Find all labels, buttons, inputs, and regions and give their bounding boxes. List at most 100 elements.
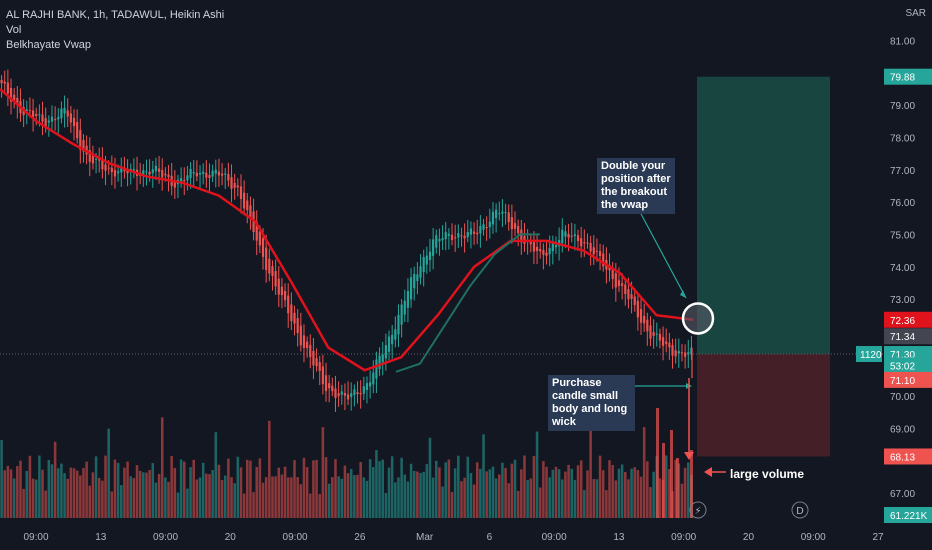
candle-body[interactable] (580, 238, 583, 247)
candle-body[interactable] (435, 235, 438, 248)
candle-body[interactable] (60, 108, 63, 119)
candle-body[interactable] (79, 130, 82, 150)
candle-body[interactable] (287, 295, 290, 314)
candle-body[interactable] (343, 393, 347, 396)
candle-body[interactable] (0, 79, 3, 84)
candle-body[interactable] (432, 239, 435, 256)
candle-body[interactable] (406, 291, 410, 308)
price-badge[interactable] (884, 507, 932, 523)
candle-body[interactable] (548, 248, 551, 255)
candle-body[interactable] (413, 273, 416, 289)
candle-body[interactable] (113, 169, 117, 177)
candle-body[interactable] (208, 175, 211, 178)
candle-body[interactable] (422, 257, 425, 273)
candle-body[interactable] (312, 350, 315, 366)
candle-body[interactable] (498, 213, 501, 215)
candle-body[interactable] (57, 117, 60, 120)
candle-body[interactable] (639, 309, 643, 323)
candle-body[interactable] (31, 110, 35, 118)
candle-body[interactable] (243, 192, 246, 209)
candle-body[interactable] (154, 165, 158, 172)
candle-body[interactable] (265, 247, 268, 270)
candle-body[interactable] (47, 120, 50, 123)
candle-body[interactable] (680, 352, 684, 354)
candle-body[interactable] (54, 119, 57, 121)
candle-body[interactable] (476, 232, 479, 235)
dividend-event-icon[interactable] (791, 501, 809, 519)
candle-body[interactable] (50, 116, 54, 122)
candle-body[interactable] (630, 294, 633, 299)
candle-body[interactable] (617, 280, 621, 287)
candle-body[interactable] (302, 335, 306, 348)
candle-body[interactable] (570, 235, 573, 237)
candle-body[interactable] (655, 333, 658, 335)
candle-body[interactable] (274, 271, 277, 287)
price-badge[interactable] (884, 357, 932, 374)
candle-body[interactable] (337, 393, 340, 397)
candle-body[interactable] (192, 172, 195, 174)
candle-body[interactable] (76, 122, 79, 139)
candle-body[interactable] (397, 314, 400, 335)
candle-body[interactable] (258, 231, 261, 246)
candle-body[interactable] (501, 211, 504, 214)
candle-body[interactable] (236, 185, 239, 188)
candle-body[interactable] (255, 221, 258, 241)
price-badge[interactable] (884, 68, 932, 85)
candle-body[interactable] (167, 174, 170, 178)
candle-body[interactable] (157, 168, 161, 172)
candle-body[interactable] (589, 243, 592, 252)
candle-body[interactable] (535, 246, 539, 252)
candle-body[interactable] (195, 172, 198, 177)
candle-body[interactable] (214, 169, 217, 174)
candle-body[interactable] (69, 113, 72, 123)
candle-body[interactable] (365, 383, 369, 390)
volume-bar-large[interactable] (676, 458, 679, 518)
candle-body[interactable] (554, 245, 558, 248)
candle-body[interactable] (132, 169, 135, 171)
candle-body[interactable] (665, 341, 668, 345)
candle-body[interactable] (227, 173, 230, 181)
candle-body[interactable] (485, 227, 488, 229)
candle-body[interactable] (671, 345, 674, 356)
candle-body[interactable] (394, 329, 397, 340)
candle-body[interactable] (123, 169, 126, 172)
annotation-large-volume[interactable]: large volume (730, 467, 805, 481)
candle-body[interactable] (63, 107, 66, 114)
candle-body[interactable] (513, 223, 517, 229)
candle-body[interactable] (198, 172, 202, 175)
candle-body[interactable] (44, 118, 47, 127)
candle-body[interactable] (120, 166, 123, 173)
candle-body[interactable] (677, 351, 680, 354)
candle-body[interactable] (469, 228, 473, 235)
candle-body[interactable] (41, 114, 44, 122)
candle-body[interactable] (299, 325, 302, 346)
candle-body[interactable] (350, 393, 353, 397)
candle-body[interactable] (6, 82, 9, 94)
candle-body[interactable] (658, 333, 662, 341)
candle-body[interactable] (400, 304, 403, 325)
candle-body[interactable] (88, 150, 91, 162)
candle-body[interactable] (372, 372, 375, 385)
candle-body[interactable] (460, 235, 463, 237)
target-zone[interactable] (697, 76, 830, 355)
candle-body[interactable] (495, 209, 498, 219)
candle-body[interactable] (482, 224, 485, 230)
quantity-badge[interactable] (856, 346, 882, 363)
candle-body[interactable] (491, 211, 495, 225)
candle-body[interactable] (592, 247, 595, 255)
candle-body[interactable] (598, 251, 602, 257)
candle-body[interactable] (457, 233, 460, 238)
candle-body[interactable] (595, 250, 599, 252)
candle-body[interactable] (186, 175, 189, 181)
candle-body[interactable] (539, 248, 542, 252)
candle-body[interactable] (324, 375, 328, 392)
candle-body[interactable] (220, 173, 224, 176)
candle-body[interactable] (504, 212, 507, 214)
candle-body[interactable] (249, 205, 252, 218)
annotation-purchase-candle[interactable]: Purchase candle small body and long wick (548, 375, 635, 431)
candle-body[interactable] (290, 304, 293, 322)
candle-body[interactable] (271, 266, 274, 277)
candle-body[interactable] (438, 238, 441, 242)
candle-body[interactable] (488, 221, 491, 228)
candle-body[interactable] (331, 385, 334, 392)
